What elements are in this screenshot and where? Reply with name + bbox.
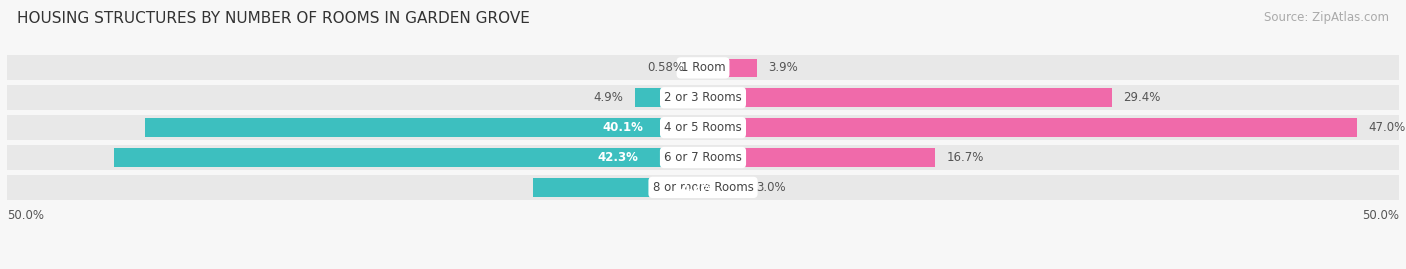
Text: 42.3%: 42.3% — [598, 151, 638, 164]
Text: 3.9%: 3.9% — [769, 61, 799, 74]
Text: 50.0%: 50.0% — [1362, 209, 1399, 222]
Bar — [703, 118, 1357, 137]
Text: 47.0%: 47.0% — [1368, 121, 1406, 134]
Text: 40.1%: 40.1% — [603, 121, 644, 134]
Bar — [7, 85, 1399, 110]
Text: 6 or 7 Rooms: 6 or 7 Rooms — [664, 151, 742, 164]
Bar — [533, 178, 703, 197]
Bar — [7, 115, 1399, 140]
Bar — [114, 148, 703, 167]
Text: Source: ZipAtlas.com: Source: ZipAtlas.com — [1264, 11, 1389, 24]
Bar — [7, 145, 1399, 170]
Text: 8 or more Rooms: 8 or more Rooms — [652, 181, 754, 194]
Bar — [145, 118, 703, 137]
Bar — [7, 175, 1399, 200]
Text: 4.9%: 4.9% — [593, 91, 624, 104]
Bar — [7, 55, 1399, 80]
Text: 16.7%: 16.7% — [946, 151, 984, 164]
Text: 12.2%: 12.2% — [672, 181, 713, 194]
Text: HOUSING STRUCTURES BY NUMBER OF ROOMS IN GARDEN GROVE: HOUSING STRUCTURES BY NUMBER OF ROOMS IN… — [17, 11, 530, 26]
Text: 2 or 3 Rooms: 2 or 3 Rooms — [664, 91, 742, 104]
Bar — [703, 148, 935, 167]
Text: 3.0%: 3.0% — [756, 181, 786, 194]
Text: 50.0%: 50.0% — [7, 209, 44, 222]
Text: 0.58%: 0.58% — [647, 61, 683, 74]
Bar — [695, 59, 703, 77]
Text: 1 Room: 1 Room — [681, 61, 725, 74]
Text: 29.4%: 29.4% — [1123, 91, 1161, 104]
Bar — [703, 178, 745, 197]
Legend: Owner-occupied, Renter-occupied: Owner-occupied, Renter-occupied — [565, 264, 841, 269]
Text: 4 or 5 Rooms: 4 or 5 Rooms — [664, 121, 742, 134]
Bar — [703, 59, 758, 77]
Bar — [703, 89, 1112, 107]
Bar — [634, 89, 703, 107]
